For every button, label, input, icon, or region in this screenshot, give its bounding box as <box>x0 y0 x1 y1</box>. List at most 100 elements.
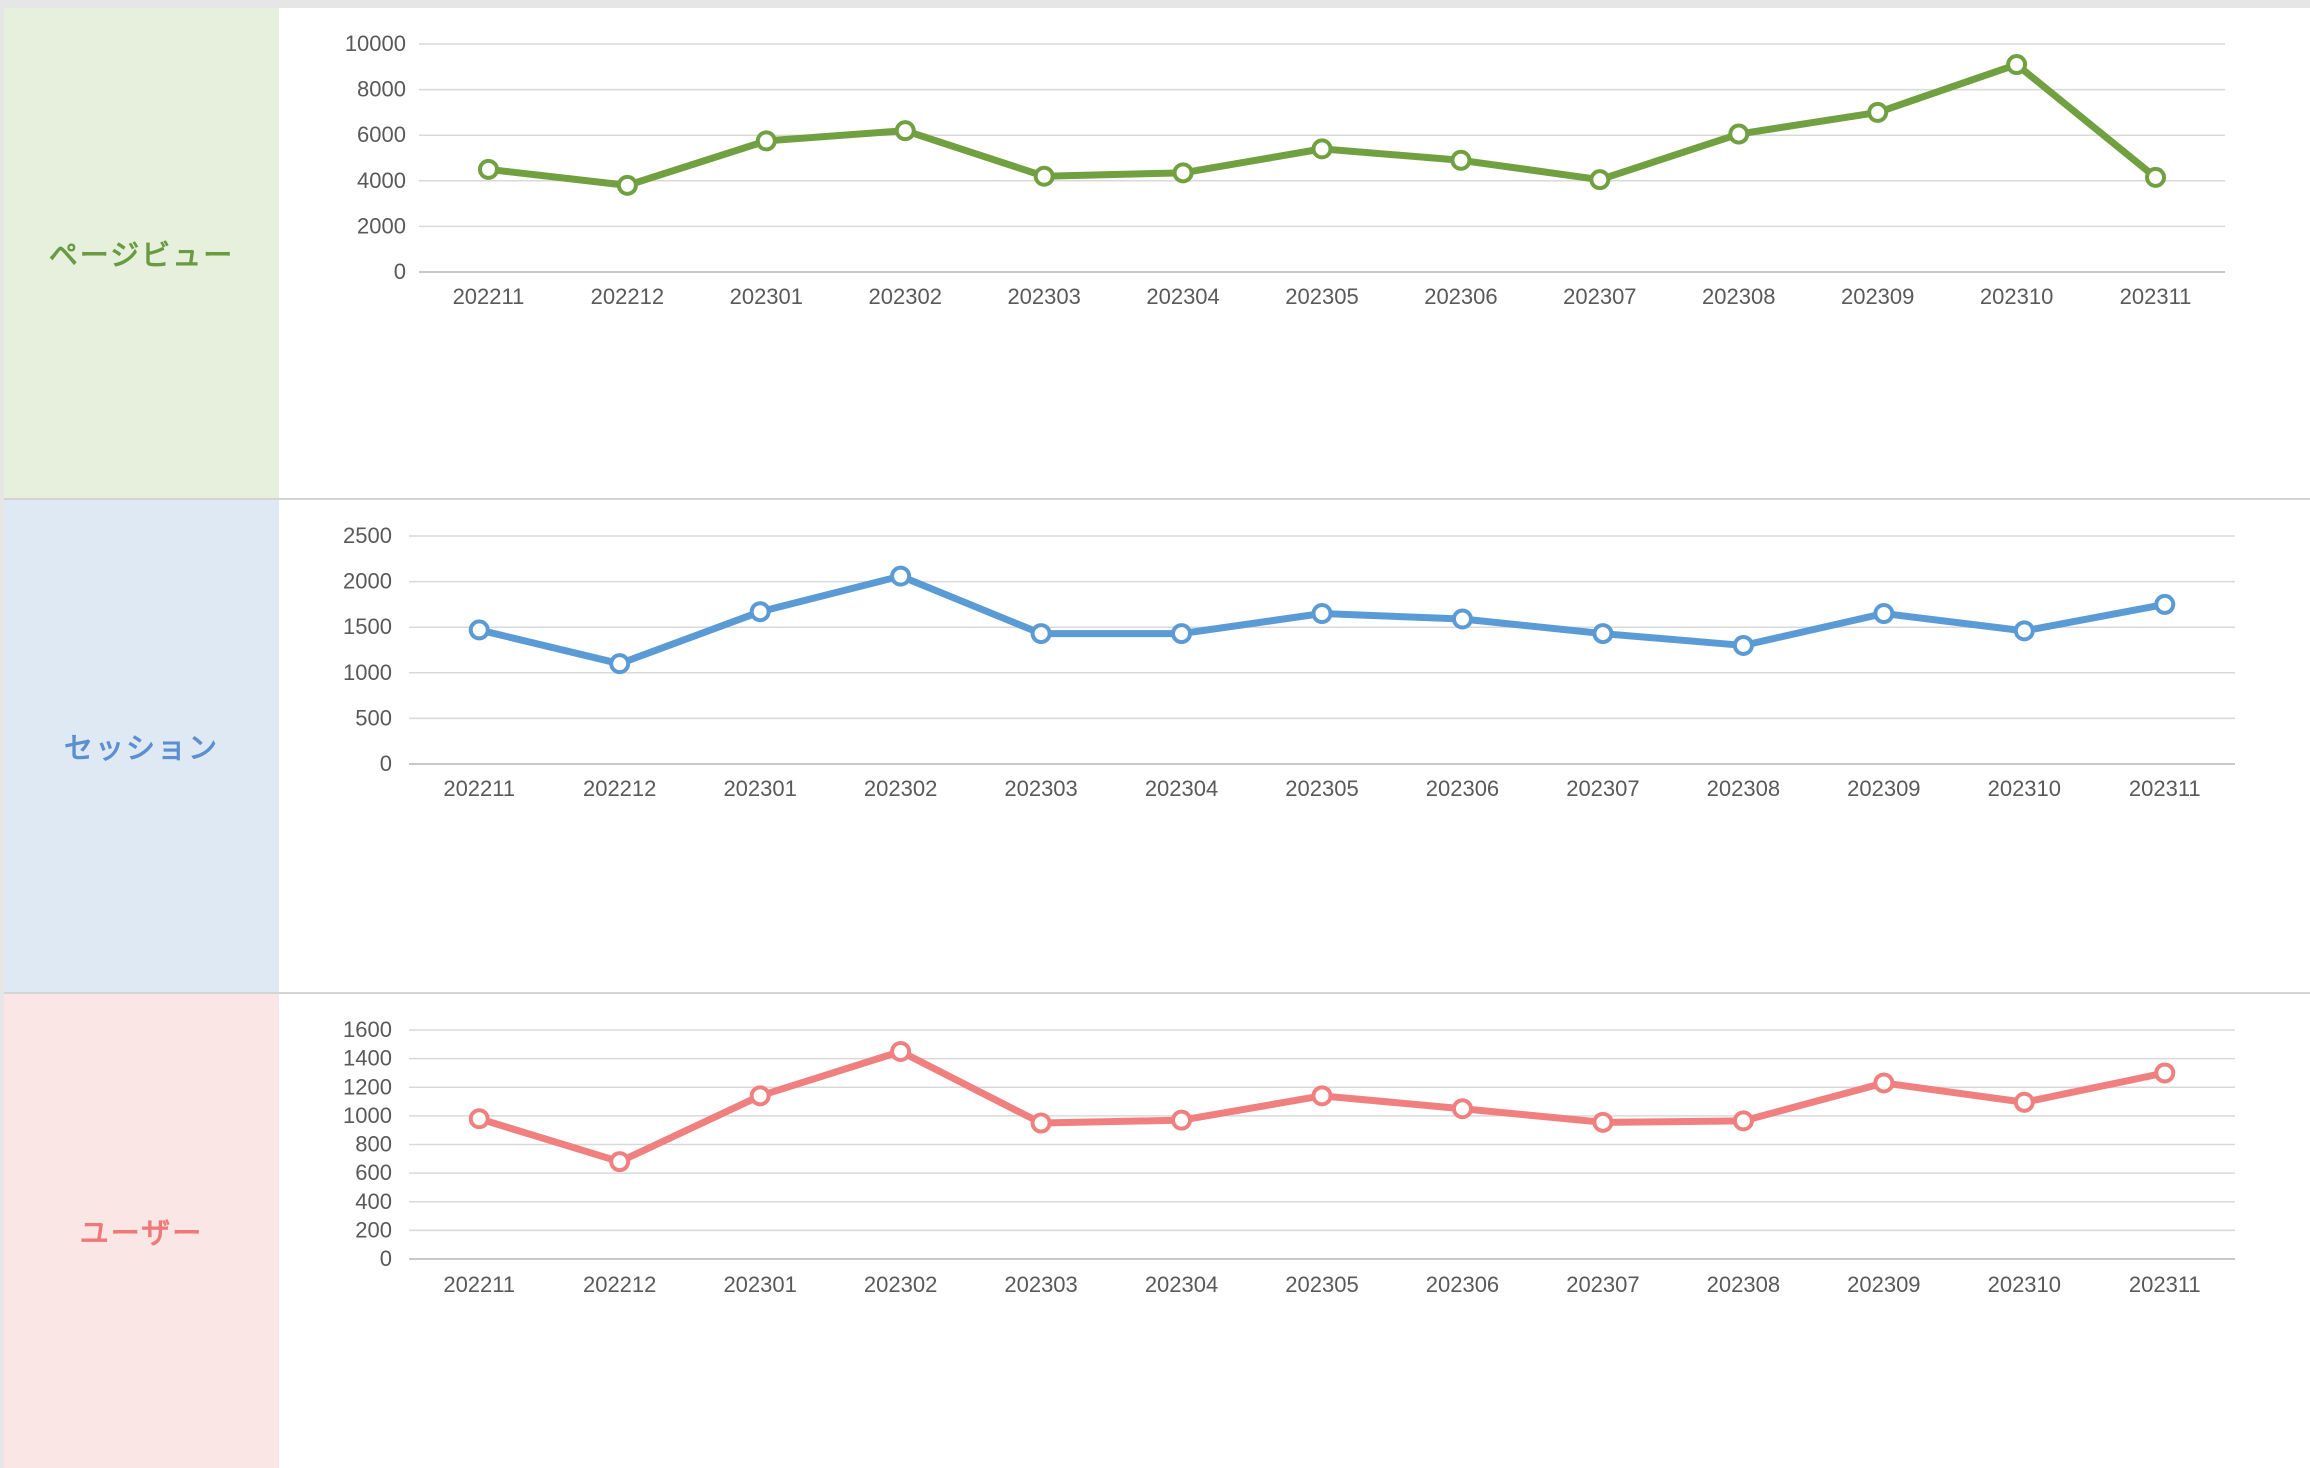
data-point <box>1030 1112 1052 1134</box>
x-tick-label: 202308 <box>1702 284 1775 309</box>
data-point <box>890 1040 912 1062</box>
x-tick-label: 202305 <box>1285 284 1358 309</box>
data-point <box>477 158 499 180</box>
x-tick-label: 202309 <box>1841 284 1914 309</box>
data-point <box>1311 603 1333 625</box>
y-tick-label: 600 <box>355 1160 392 1185</box>
x-tick-label: 202310 <box>1980 284 2053 309</box>
data-point <box>1732 634 1754 656</box>
x-tick-label: 202212 <box>591 284 664 309</box>
y-tick-label: 10000 <box>345 31 406 56</box>
data-point <box>1171 1109 1193 1131</box>
series-line <box>484 61 2160 189</box>
data-point <box>890 565 912 587</box>
data-point <box>2013 620 2035 642</box>
x-tick-label: 202303 <box>1007 284 1080 309</box>
x-tick-label: 202306 <box>1426 1272 1499 1297</box>
x-tick-label: 202303 <box>1004 776 1077 801</box>
y-tick-label: 1400 <box>343 1046 392 1071</box>
data-point <box>609 653 631 675</box>
x-tick-label: 202301 <box>723 776 796 801</box>
data-point <box>2013 1091 2035 1113</box>
data-point <box>1592 1111 1614 1133</box>
sessions-row: セッション 0 500 1000 1500 2000 2500 202211 202212 20… <box>4 500 2310 994</box>
x-tick-label: 202302 <box>869 284 942 309</box>
x-tick-label: 202212 <box>583 1272 656 1297</box>
x-tick-label: 202304 <box>1146 284 1219 309</box>
data-point <box>749 1085 771 1107</box>
y-tick-label: 1000 <box>343 1103 392 1128</box>
x-tick-label: 202311 <box>2129 1272 2201 1297</box>
data-point <box>1873 1072 1895 1094</box>
data-point <box>1172 162 1194 184</box>
data-point <box>609 1151 631 1173</box>
y-tick-label: 500 <box>355 705 392 730</box>
sessions-chart-svg: 0 500 1000 1500 2000 2500 202211 202212 202301 20… <box>343 523 2235 801</box>
page-views-label: ページビュー <box>4 8 279 498</box>
data-point <box>1873 603 1895 625</box>
data-point <box>894 120 916 142</box>
x-tick-label: 202307 <box>1566 1272 1639 1297</box>
y-tick-label: 200 <box>355 1217 392 1242</box>
data-point <box>1171 623 1193 645</box>
data-point <box>749 601 771 623</box>
data-point <box>1451 608 1473 630</box>
data-point <box>1589 169 1611 191</box>
x-tick-label: 202309 <box>1847 776 1920 801</box>
data-point <box>2006 54 2028 76</box>
y-tick-label: 0 <box>380 751 392 776</box>
data-point <box>1450 149 1472 171</box>
data-point <box>1732 1110 1754 1132</box>
y-tick-label: 2500 <box>343 523 392 548</box>
data-point <box>1311 138 1333 160</box>
data-point <box>1030 623 1052 645</box>
data-point <box>2154 593 2176 615</box>
page-views-row: ページビュー 0 2000 4000 6000 8000 10000 202211 20221… <box>4 8 2310 500</box>
y-tick-label: 1000 <box>343 660 392 685</box>
x-tick-label: 202309 <box>1847 1272 1920 1297</box>
y-tick-label: 8000 <box>357 77 406 102</box>
data-point <box>1311 1085 1333 1107</box>
data-point <box>616 174 638 196</box>
y-tick-label: 2000 <box>343 569 392 594</box>
x-tick-label: 202211 <box>443 776 515 801</box>
data-point <box>755 130 777 152</box>
data-point <box>468 1108 490 1130</box>
x-tick-label: 202305 <box>1285 776 1358 801</box>
x-tick-label: 202211 <box>443 1272 515 1297</box>
x-tick-label: 202310 <box>1988 776 2061 801</box>
x-tick-label: 202308 <box>1707 1272 1780 1297</box>
x-tick-label: 202303 <box>1004 1272 1077 1297</box>
y-tick-label: 0 <box>380 1246 392 1271</box>
users-chart-svg: 0 200 400 600 800 1000 1200 1400 1600 202211 20221… <box>343 1017 2235 1297</box>
y-tick-label: 6000 <box>357 122 406 147</box>
x-tick-label: 202304 <box>1145 776 1218 801</box>
dashboard-sheet: ページビュー 0 2000 4000 6000 8000 10000 202211 20221… <box>4 8 2310 1468</box>
x-tick-label: 202301 <box>723 1272 796 1297</box>
y-tick-label: 4000 <box>357 168 406 193</box>
data-point <box>1867 101 1889 123</box>
x-tick-label: 202302 <box>864 1272 937 1297</box>
users-chart: 0 200 400 600 800 1000 1200 1400 1600 202211 20221… <box>279 994 2310 1468</box>
data-point <box>468 619 490 641</box>
data-point <box>2145 166 2167 188</box>
data-point <box>1592 623 1614 645</box>
y-tick-label: 1500 <box>343 614 392 639</box>
y-tick-label: 1200 <box>343 1074 392 1099</box>
y-tick-label: 1600 <box>343 1017 392 1042</box>
data-point <box>1451 1098 1473 1120</box>
y-tick-label: 2000 <box>357 213 406 238</box>
x-tick-label: 202305 <box>1285 1272 1358 1297</box>
x-tick-label: 202304 <box>1145 1272 1218 1297</box>
x-tick-label: 202212 <box>583 776 656 801</box>
x-tick-label: 202308 <box>1707 776 1780 801</box>
data-point <box>1033 165 1055 187</box>
x-tick-label: 202311 <box>2120 284 2192 309</box>
x-tick-label: 202311 <box>2129 776 2201 801</box>
sessions-chart: 0 500 1000 1500 2000 2500 202211 202212 202301 20… <box>279 500 2310 992</box>
x-tick-label: 202301 <box>730 284 803 309</box>
x-tick-label: 202306 <box>1426 776 1499 801</box>
x-tick-label: 202302 <box>864 776 937 801</box>
users-label: ユーザー <box>4 994 279 1468</box>
x-tick-label: 202307 <box>1563 284 1636 309</box>
